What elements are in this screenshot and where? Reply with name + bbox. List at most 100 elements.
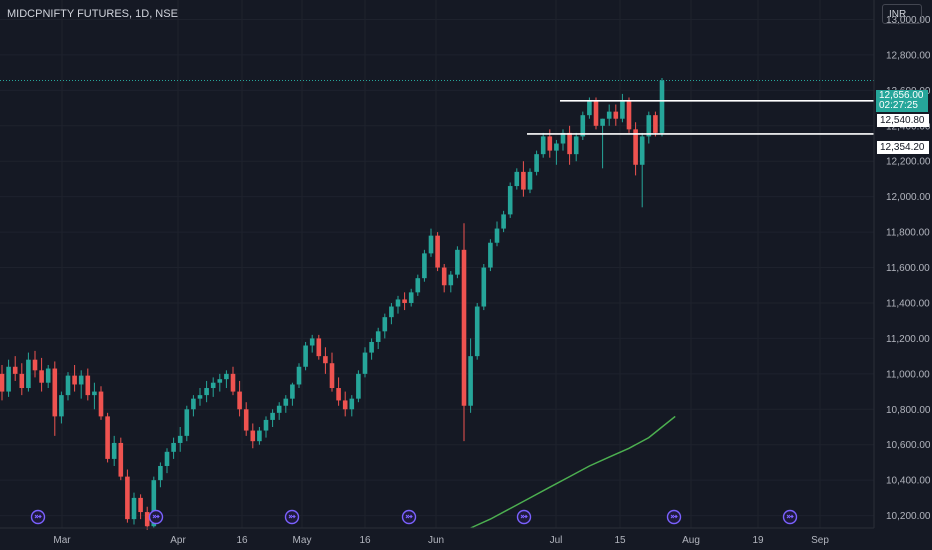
candle bbox=[342, 391, 348, 417]
y-tick-label: 11,000.00 bbox=[886, 369, 930, 380]
candle bbox=[39, 357, 44, 392]
candle bbox=[158, 462, 163, 488]
candle bbox=[164, 448, 170, 474]
y-tick-label: 12,000.00 bbox=[886, 192, 931, 203]
candle-body bbox=[283, 398, 289, 406]
candle bbox=[606, 104, 612, 126]
y-tick-label: 12,200.00 bbox=[886, 157, 931, 168]
candle-body bbox=[488, 242, 493, 268]
candle-body bbox=[507, 186, 513, 215]
candle-body bbox=[554, 143, 559, 151]
candle bbox=[639, 132, 645, 208]
candle-body bbox=[303, 345, 308, 367]
y-tick-label: 12,800.00 bbox=[886, 50, 931, 61]
candle-body bbox=[461, 249, 467, 406]
candle-body bbox=[144, 512, 150, 527]
candle-body bbox=[296, 366, 302, 385]
forward-arrow-circle-icon[interactable] bbox=[782, 509, 798, 525]
candle bbox=[19, 363, 25, 396]
candle bbox=[6, 359, 11, 397]
candle-body bbox=[125, 476, 130, 520]
candle bbox=[52, 361, 58, 436]
event-icon-arrow bbox=[288, 514, 296, 519]
event-icon-arrow bbox=[34, 514, 42, 519]
candle bbox=[323, 347, 328, 374]
candle bbox=[501, 210, 506, 233]
candle-body bbox=[191, 398, 196, 410]
event-icon-arrow bbox=[670, 514, 678, 519]
candle-body bbox=[514, 171, 520, 187]
candle-body bbox=[342, 400, 348, 410]
candle-body bbox=[85, 375, 91, 396]
candle-body bbox=[111, 442, 117, 459]
candle bbox=[613, 104, 619, 126]
candle bbox=[474, 302, 480, 360]
candle-body bbox=[633, 129, 638, 165]
candle bbox=[283, 395, 289, 413]
candle-body bbox=[573, 136, 579, 155]
moving-average-series bbox=[470, 415, 676, 529]
candle bbox=[144, 506, 150, 530]
x-tick-label: Mar bbox=[53, 535, 71, 546]
candle-body bbox=[138, 497, 143, 513]
candle-body bbox=[65, 375, 71, 396]
candle-body bbox=[422, 253, 427, 279]
forward-arrow-circle-icon[interactable] bbox=[401, 509, 417, 525]
y-tick-label: 11,800.00 bbox=[886, 228, 930, 239]
candle bbox=[204, 380, 209, 403]
candle-body bbox=[224, 373, 229, 380]
x-tick-label: 16 bbox=[359, 535, 371, 546]
candle-body bbox=[567, 132, 572, 155]
forward-arrow-circle-icon[interactable] bbox=[516, 509, 532, 525]
candle bbox=[309, 334, 315, 353]
y-tick-label: 13,000.00 bbox=[886, 15, 931, 26]
candle bbox=[32, 350, 38, 378]
candle-body bbox=[290, 384, 295, 399]
candle bbox=[210, 377, 216, 397]
candle bbox=[540, 132, 546, 158]
candle-body bbox=[600, 118, 605, 126]
candle-body bbox=[98, 391, 104, 417]
candle bbox=[191, 395, 196, 417]
candle-body bbox=[382, 317, 388, 332]
candle-body bbox=[257, 430, 262, 442]
candle-body bbox=[204, 388, 209, 396]
candle-body bbox=[428, 235, 434, 254]
forward-arrow-circle-icon[interactable] bbox=[30, 509, 46, 525]
candles bbox=[0, 77, 665, 530]
forward-arrow-circle-icon[interactable] bbox=[666, 509, 682, 525]
candle-body bbox=[270, 412, 275, 420]
candle bbox=[98, 386, 104, 420]
candle bbox=[336, 377, 341, 406]
candle bbox=[329, 352, 335, 392]
currency-button[interactable]: INR bbox=[882, 4, 922, 24]
candle-body bbox=[613, 111, 619, 119]
symbol-title: MIDCPNIFTY FUTURES, 1D, NSE bbox=[7, 8, 178, 20]
event-markers[interactable] bbox=[30, 509, 798, 525]
candle-body bbox=[105, 416, 110, 459]
candle-body bbox=[323, 356, 328, 364]
candle bbox=[593, 97, 599, 130]
forward-arrow-circle-icon[interactable] bbox=[148, 509, 164, 525]
candle-body bbox=[481, 267, 487, 307]
candle-body bbox=[26, 359, 31, 389]
candle bbox=[105, 412, 110, 463]
candle bbox=[257, 427, 262, 445]
candle-body bbox=[0, 373, 5, 392]
x-tick-label: Aug bbox=[682, 535, 700, 546]
forward-arrow-circle-icon[interactable] bbox=[284, 509, 300, 525]
candle bbox=[428, 228, 434, 257]
y-tick-label: 11,600.00 bbox=[886, 263, 930, 274]
candle bbox=[554, 139, 559, 165]
candle bbox=[78, 370, 84, 399]
candle bbox=[646, 111, 652, 144]
candle bbox=[560, 129, 566, 151]
candle bbox=[435, 232, 440, 272]
candle bbox=[316, 334, 322, 360]
event-icon-arrow bbox=[152, 514, 160, 519]
candle-body bbox=[468, 356, 473, 406]
candle bbox=[481, 264, 487, 311]
candle bbox=[296, 363, 302, 389]
candle-body bbox=[527, 171, 533, 190]
